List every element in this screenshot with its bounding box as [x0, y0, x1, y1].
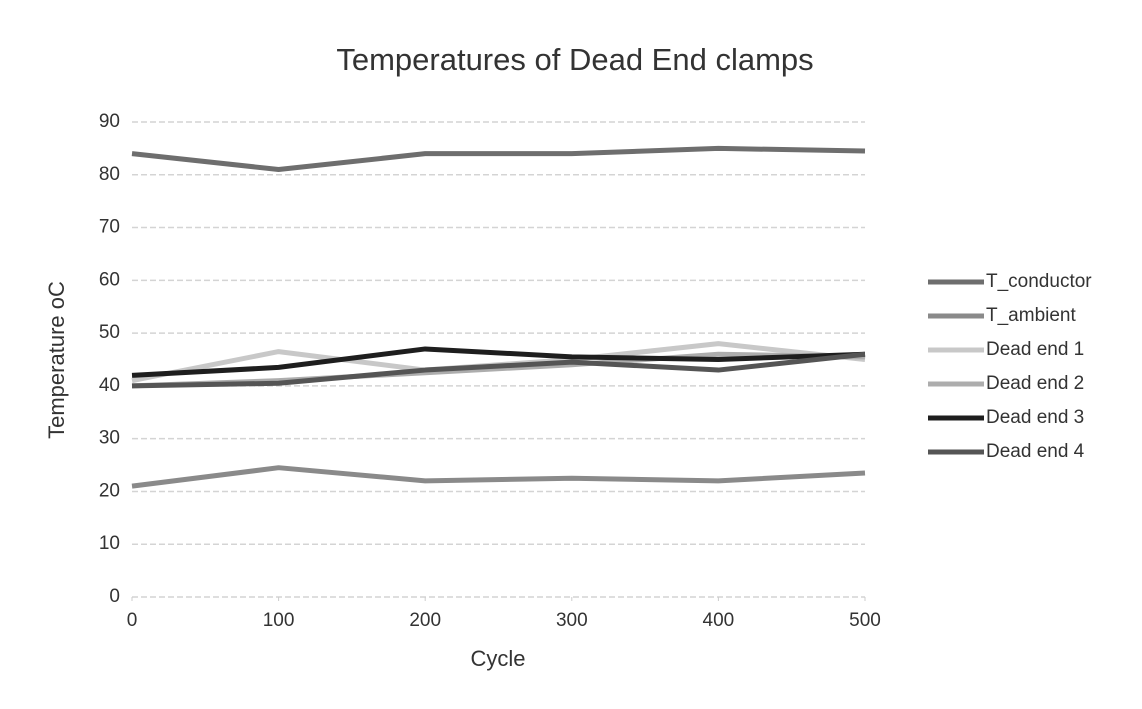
series-line	[131, 351, 866, 389]
y-axis-label: Temperature oC	[44, 281, 69, 439]
series-line	[131, 145, 866, 172]
y-tick-label: 30	[99, 428, 120, 449]
series-line	[131, 346, 866, 378]
x-axis-label: Cycle	[470, 646, 525, 671]
y-tick-label: 70	[99, 217, 120, 238]
y-tick-label: 90	[99, 111, 120, 132]
legend-label: T_ambient	[986, 305, 1076, 326]
x-tick-label: 0	[127, 610, 138, 631]
y-tick-label: 0	[109, 586, 120, 607]
y-tick-label: 20	[99, 480, 120, 501]
legend-label: T_conductor	[986, 271, 1092, 292]
y-tick-label: 80	[99, 164, 120, 185]
x-tick-label: 200	[409, 610, 441, 631]
series-line	[131, 465, 866, 489]
legend-label: Dead end 4	[986, 441, 1085, 462]
y-tick-label: 60	[99, 269, 120, 290]
y-tick-label: 40	[99, 375, 120, 396]
y-tick-label: 10	[99, 533, 120, 554]
legend-label: Dead end 2	[986, 373, 1084, 394]
x-tick-label: 100	[263, 610, 295, 631]
x-tick-label: 400	[703, 610, 735, 631]
y-tick-label: 50	[99, 322, 120, 343]
legend-label: Dead end 1	[986, 339, 1084, 360]
legend-label: Dead end 3	[986, 407, 1084, 428]
x-tick-label: 500	[849, 610, 881, 631]
series-line	[131, 341, 866, 384]
chart-title: Temperatures of Dead End clamps	[336, 42, 813, 77]
x-tick-label: 300	[556, 610, 588, 631]
